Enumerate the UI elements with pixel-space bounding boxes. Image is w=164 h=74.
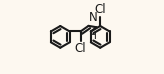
Text: Cl: Cl bbox=[75, 42, 86, 55]
Text: Cl: Cl bbox=[94, 3, 106, 16]
Text: N: N bbox=[89, 11, 98, 24]
Text: H: H bbox=[89, 31, 97, 41]
